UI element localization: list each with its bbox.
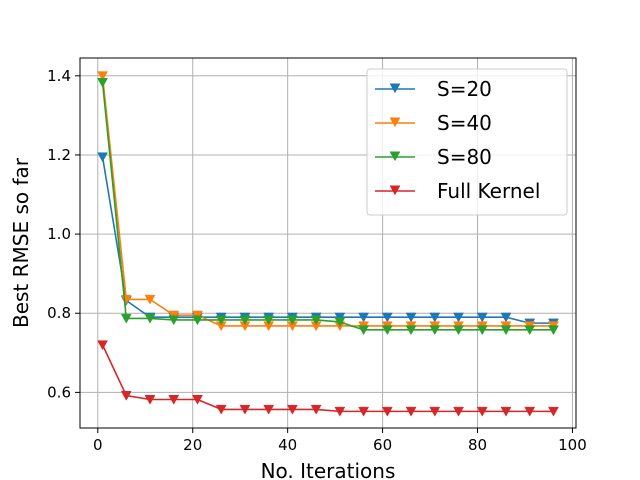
legend-swatch-marker <box>389 185 401 196</box>
data-point-marker <box>476 325 488 336</box>
y-tick-label: 1.0 <box>47 225 71 243</box>
data-point-marker <box>310 404 322 415</box>
x-tick-label: 0 <box>93 436 103 454</box>
data-point-marker <box>500 325 512 336</box>
data-point-marker <box>429 406 441 417</box>
data-point-marker <box>548 406 559 417</box>
legend-box <box>366 68 568 216</box>
data-point-marker <box>358 325 370 336</box>
data-point-marker <box>97 152 108 163</box>
data-point-marker <box>144 395 156 405</box>
data-point-marker <box>334 317 346 328</box>
data-point-marker <box>334 406 346 417</box>
legend-item: Full Kernel <box>375 179 540 203</box>
data-point-marker <box>192 395 203 405</box>
legend-item: S=80 <box>375 145 492 169</box>
y-tick-label: 0.6 <box>47 383 71 401</box>
legend: S=20 S=40 S=80 Full Kernel <box>366 68 568 216</box>
series-group <box>97 340 559 417</box>
data-point-marker <box>144 313 156 324</box>
data-point-marker <box>548 325 559 336</box>
data-point-marker <box>120 313 132 324</box>
y-tick-label: 1.2 <box>47 146 71 164</box>
data-point-marker <box>168 315 180 326</box>
data-point-marker <box>168 395 180 405</box>
data-point-marker <box>97 78 108 88</box>
legend-item: S=20 <box>375 77 492 101</box>
series-group <box>97 78 559 336</box>
data-point-marker <box>453 325 464 336</box>
legend-swatch-marker <box>389 151 401 162</box>
data-point-marker <box>476 312 488 323</box>
x-tick-label: 100 <box>558 436 587 454</box>
data-point-marker <box>381 325 393 336</box>
x-tick-label: 20 <box>183 436 202 454</box>
data-point-marker <box>500 406 512 417</box>
y-axis-label: Best RMSE so far <box>9 157 33 328</box>
data-point-marker <box>144 294 156 305</box>
data-point-marker <box>476 406 488 417</box>
data-point-marker <box>263 315 275 326</box>
data-point-marker <box>524 406 536 417</box>
data-point-marker <box>215 315 227 326</box>
x-tick-label: 80 <box>468 436 487 454</box>
data-point-marker <box>405 406 417 417</box>
legend-label: S=20 <box>437 77 492 101</box>
y-tick-label: 1.4 <box>47 67 71 85</box>
data-point-marker <box>286 315 298 326</box>
series-layer <box>97 71 559 417</box>
legend-swatch-marker <box>389 117 401 128</box>
legend-label: S=80 <box>437 145 492 169</box>
plot-frame <box>79 57 577 429</box>
series-line <box>101 344 554 413</box>
data-point-marker <box>500 312 512 323</box>
data-point-marker <box>97 71 108 82</box>
legend-item: S=40 <box>375 111 492 135</box>
data-point-marker <box>239 315 251 326</box>
data-point-marker <box>215 404 227 415</box>
data-point-marker <box>358 312 370 323</box>
legend-label: S=40 <box>437 111 492 135</box>
series-line <box>101 82 554 331</box>
data-point-marker <box>453 312 464 323</box>
axis-ticks: 0 20 40 60 80 100 0.6 0.8 1.0 1.2 1.4 <box>47 67 587 454</box>
data-point-marker <box>381 312 393 323</box>
x-tick-label: 60 <box>373 436 392 454</box>
data-point-marker <box>453 406 464 417</box>
data-point-marker <box>524 325 536 336</box>
data-point-marker <box>239 404 251 415</box>
data-point-marker <box>310 315 322 326</box>
y-tick-label: 0.8 <box>47 304 71 322</box>
data-point-marker <box>429 312 441 323</box>
data-point-marker <box>405 312 417 323</box>
legend-swatch-marker <box>389 83 401 94</box>
data-point-marker <box>429 325 441 336</box>
legend-label: Full Kernel <box>437 179 540 203</box>
data-point-marker <box>192 315 203 326</box>
data-point-marker <box>381 406 393 417</box>
data-point-marker <box>120 391 132 401</box>
x-axis-label: No. Iterations <box>261 459 396 480</box>
data-point-marker <box>97 340 108 351</box>
data-point-marker <box>286 404 298 415</box>
data-point-marker <box>358 406 370 417</box>
x-tick-label: 40 <box>278 436 297 454</box>
data-point-marker <box>405 325 417 336</box>
data-point-marker <box>263 404 275 415</box>
